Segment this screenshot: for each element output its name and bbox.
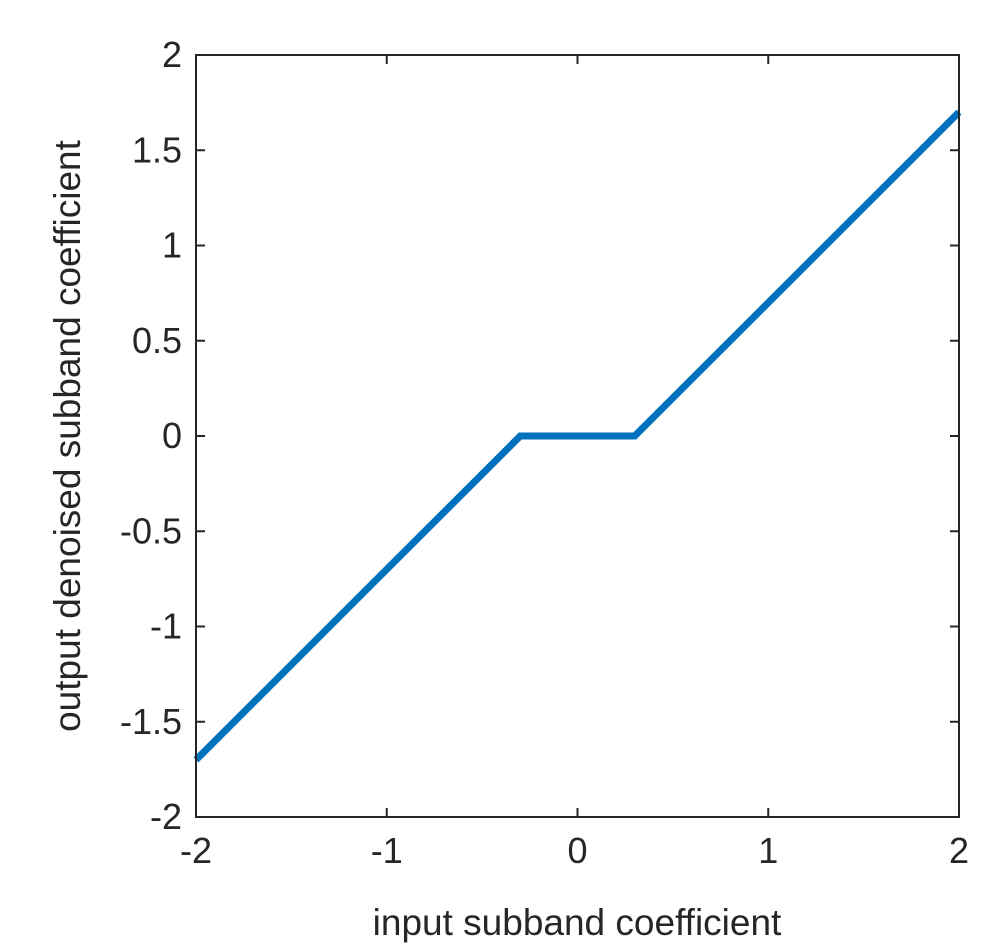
y-tick-label: 2 — [162, 34, 182, 75]
y-tick-label: -0.5 — [120, 510, 182, 551]
y-tick-label: -2 — [150, 796, 182, 837]
y-axis-ticks: -2 -1.5 -1 -0.5 0 0.5 1 1.5 2 — [120, 34, 959, 837]
series-layer — [193, 109, 962, 763]
x-axis-label: input subband coefficient — [373, 902, 782, 943]
y-tick-label: -1.5 — [120, 701, 182, 742]
y-axis-label: output denoised subband coefficient — [47, 139, 88, 732]
x-tick-label: -1 — [371, 830, 403, 871]
x-tick-label: -2 — [180, 830, 212, 871]
y-tick-label: 0 — [162, 415, 182, 456]
y-tick-label: 0.5 — [132, 320, 182, 361]
y-tick-label: -1 — [150, 606, 182, 647]
y-tick-label: 1.5 — [132, 129, 182, 170]
series-line-0 — [193, 109, 962, 763]
x-axis-ticks: -2 -1 0 1 2 — [180, 55, 969, 871]
x-tick-label: 0 — [567, 830, 587, 871]
y-tick-label: 1 — [162, 225, 182, 266]
x-tick-label: 2 — [949, 830, 969, 871]
x-tick-label: 1 — [758, 830, 778, 871]
